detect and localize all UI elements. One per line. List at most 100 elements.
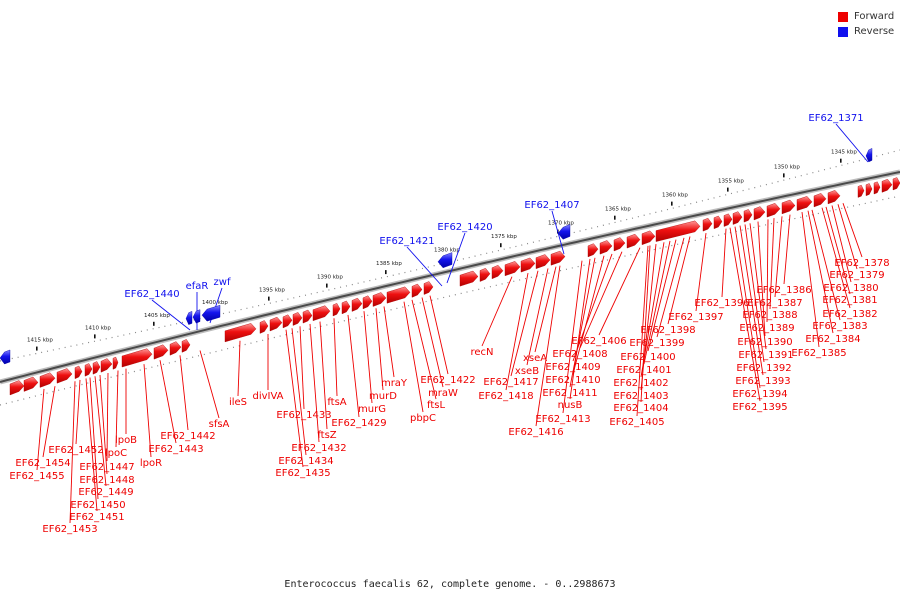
forward-gene-arrow[interactable] <box>723 213 733 227</box>
forward-gene-arrow[interactable] <box>292 312 303 326</box>
gene-label-ef62-1417: EF62_1417 <box>483 377 538 388</box>
forward-gene-arrow[interactable] <box>613 237 626 252</box>
gene-label-murg: murG <box>358 404 386 415</box>
forward-gene-arrow[interactable] <box>732 211 743 225</box>
leader-line <box>695 232 707 312</box>
forward-gene-arrow[interactable] <box>181 339 191 353</box>
forward-gene-arrow[interactable] <box>302 309 313 324</box>
reverse-gene-arrow[interactable] <box>0 349 11 365</box>
forward-gene-arrow[interactable] <box>153 344 169 360</box>
forward-gene-arrow[interactable] <box>655 220 701 242</box>
forward-gene-arrow[interactable] <box>23 376 39 392</box>
leader-line <box>375 308 384 391</box>
gene-label-ef62-1435: EF62_1435 <box>275 468 330 479</box>
gene-label-lpob: lpoB <box>115 435 137 446</box>
axis-tick-label: 1380 kbp <box>434 248 460 254</box>
forward-gene-arrow[interactable] <box>269 316 283 332</box>
forward-gene-arrow[interactable] <box>56 368 73 384</box>
forward-gene-arrow[interactable] <box>224 323 257 343</box>
gene-label-ef62-1416: EF62_1416 <box>508 427 563 438</box>
forward-gene-arrow[interactable] <box>92 361 101 375</box>
forward-gene-arrow[interactable] <box>341 300 351 315</box>
forward-gene-arrow[interactable] <box>259 320 269 334</box>
forward-gene-arrow[interactable] <box>372 292 387 307</box>
forward-gene-arrow[interactable] <box>813 193 827 208</box>
reverse-gene-arrow[interactable] <box>865 148 873 163</box>
reverse-gene-arrow[interactable] <box>185 311 193 325</box>
forward-gene-arrow[interactable] <box>743 209 753 223</box>
forward-gene-arrow[interactable] <box>121 348 153 368</box>
forward-gene-arrow[interactable] <box>881 178 893 193</box>
gene-label-ef62-1395: EF62_1395 <box>732 402 787 413</box>
forward-gene-arrow[interactable] <box>386 286 411 304</box>
forward-gene-arrow[interactable] <box>753 206 766 221</box>
gene-label-murd: murD <box>369 391 397 402</box>
forward-gene-arrow[interactable] <box>169 341 182 356</box>
gene-label-ef62-1388: EF62_1388 <box>742 310 797 321</box>
forward-gene-arrow[interactable] <box>504 261 521 277</box>
forward-gene-arrow[interactable] <box>626 233 641 249</box>
forward-gene-arrow[interactable] <box>282 314 293 329</box>
forward-gene-arrow[interactable] <box>702 217 713 232</box>
reverse-gene-arrow[interactable] <box>437 252 453 269</box>
gene-label-diviva: divIVA <box>252 391 283 402</box>
gene-label-ef62-1394: EF62_1394 <box>732 389 787 400</box>
forward-gene-arrow[interactable] <box>39 372 56 388</box>
gene-label-ef62-1387: EF62_1387 <box>747 298 802 309</box>
leader-line <box>825 206 851 295</box>
forward-gene-arrow[interactable] <box>351 297 363 312</box>
leader-line <box>237 340 241 397</box>
forward-gene-arrow[interactable] <box>857 184 865 198</box>
gene-label-ef62-1434: EF62_1434 <box>278 456 333 467</box>
gene-label-ef62-1371: EF62_1371 <box>808 113 863 124</box>
forward-gene-arrow[interactable] <box>9 380 25 396</box>
forward-gene-arrow[interactable] <box>827 190 841 205</box>
forward-gene-arrow[interactable] <box>599 240 613 255</box>
leader-line <box>774 216 783 298</box>
gene-label-ef62-1411: EF62_1411 <box>542 388 597 399</box>
forward-gene-arrow[interactable] <box>641 230 656 246</box>
forward-gene-arrow[interactable] <box>479 268 491 282</box>
leader-line <box>421 297 444 388</box>
leader-line <box>383 306 395 378</box>
gene-label-zwf: zwf <box>214 277 231 288</box>
axis-tick-label: 1350 kbp <box>774 164 800 170</box>
forward-gene-arrow[interactable] <box>550 250 566 266</box>
forward-gene-arrow[interactable] <box>865 183 873 197</box>
gene-labels: EF62_1371 EF62_1407 EF62_1420EF62_1421zwfe… <box>9 113 889 535</box>
forward-gene-arrow[interactable] <box>112 356 119 370</box>
reverse-gene-arrow[interactable] <box>192 309 201 324</box>
forward-gene-arrow[interactable] <box>535 254 551 269</box>
forward-gene-arrow[interactable] <box>491 265 504 280</box>
axis-tick-mark <box>385 270 387 275</box>
forward-gene-arrow[interactable] <box>100 358 113 373</box>
gene-label-ef62-1409: EF62_1409 <box>545 362 600 373</box>
forward-gene-arrow[interactable] <box>796 196 813 211</box>
forward-gene-arrow[interactable] <box>312 305 331 322</box>
forward-gene-arrow[interactable] <box>362 295 373 310</box>
gene-label-ef62-1391: EF62_1391 <box>738 350 793 361</box>
forward-gene-arrow[interactable] <box>713 215 723 230</box>
forward-gene-arrow[interactable] <box>84 363 93 377</box>
forward-gene-arrow[interactable] <box>423 281 434 295</box>
leader-line <box>766 219 769 323</box>
forward-gene-arrow[interactable] <box>520 257 536 273</box>
forward-gene-arrow[interactable] <box>892 177 900 191</box>
axis-tick-label: 1405 kbp <box>144 313 170 319</box>
forward-gene-arrow[interactable] <box>459 270 479 287</box>
gene-label-ef62-1380: EF62_1380 <box>823 283 878 294</box>
forward-gene-arrow[interactable] <box>766 203 781 218</box>
forward-gene-arrow[interactable] <box>587 243 599 258</box>
reverse-gene-arrow[interactable] <box>557 224 571 240</box>
forward-gene-arrow[interactable] <box>74 365 83 380</box>
gene-label-ef62-1421: EF62_1421 <box>379 236 434 247</box>
forward-gene-arrow[interactable] <box>873 181 881 195</box>
forward-gene-arrow[interactable] <box>781 199 796 215</box>
axis-tick-mark <box>36 346 38 351</box>
gene-label-ef62-1452: EF62_1452 <box>48 445 103 456</box>
forward-gene-arrow[interactable] <box>411 283 423 298</box>
reverse-gene-arrow[interactable] <box>201 304 221 322</box>
gene-label-ef62-1398: EF62_1398 <box>640 325 695 336</box>
leader-line <box>551 210 565 255</box>
forward-gene-arrow[interactable] <box>332 303 341 317</box>
